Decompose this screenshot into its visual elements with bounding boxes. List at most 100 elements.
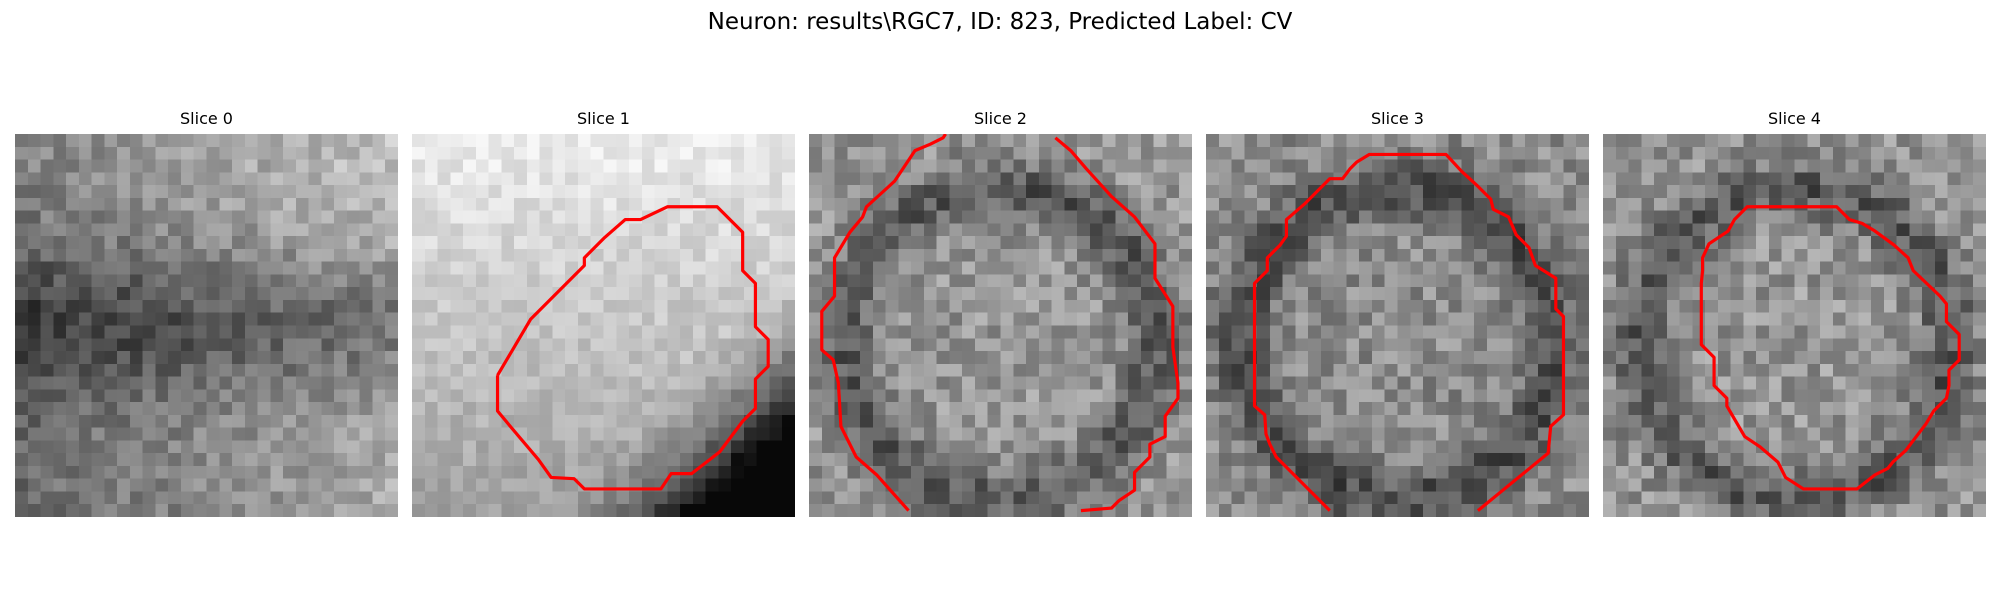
image-pixel	[1550, 453, 1564, 467]
image-pixel	[1089, 414, 1103, 428]
image-pixel	[1397, 210, 1411, 224]
image-pixel	[987, 376, 1001, 390]
image-pixel	[1115, 287, 1129, 301]
image-pixel	[450, 274, 464, 288]
image-pixel	[257, 248, 271, 262]
image-pixel	[911, 389, 925, 403]
image-pixel	[1858, 325, 1872, 339]
image-pixel	[1576, 312, 1589, 326]
image-pixel	[1206, 223, 1220, 237]
image-pixel	[1705, 478, 1719, 492]
image-pixel	[987, 210, 1001, 224]
image-pixel	[590, 248, 604, 262]
image-pixel	[1371, 363, 1385, 377]
image-pixel	[1051, 402, 1065, 416]
image-pixel	[1308, 172, 1322, 186]
image-pixel	[1692, 402, 1706, 416]
image-pixel	[1282, 134, 1296, 148]
image-pixel	[117, 325, 131, 339]
image-pixel	[1628, 478, 1642, 492]
image-pixel	[180, 363, 194, 377]
image-pixel	[359, 159, 373, 173]
image-pixel	[155, 261, 169, 275]
image-pixel	[117, 478, 131, 492]
image-pixel	[66, 491, 80, 505]
image-pixel	[359, 299, 373, 313]
image-pixel	[1384, 134, 1398, 148]
image-pixel	[731, 223, 745, 237]
image-pixel	[731, 159, 745, 173]
image-pixel	[949, 248, 963, 262]
image-pixel	[232, 287, 246, 301]
image-pixel	[1051, 248, 1065, 262]
image-pixel	[53, 223, 67, 237]
image-pixel	[295, 210, 309, 224]
image-pixel	[1474, 376, 1488, 390]
image-pixel	[1166, 223, 1180, 237]
image-pixel	[1435, 274, 1449, 288]
image-pixel	[129, 504, 143, 517]
image-pixel	[1641, 504, 1655, 517]
image-pixel	[1423, 478, 1437, 492]
image-pixel	[168, 440, 182, 454]
image-pixel	[847, 414, 861, 428]
image-pixel	[629, 287, 643, 301]
image-pixel	[782, 146, 795, 160]
image-pixel	[1909, 134, 1923, 148]
image-pixel	[1320, 478, 1334, 492]
image-pixel	[1026, 287, 1040, 301]
image-pixel	[539, 261, 553, 275]
image-pixel	[860, 312, 874, 326]
image-pixel	[15, 389, 29, 403]
image-pixel	[78, 363, 92, 377]
image-pixel	[1448, 491, 1462, 505]
image-pixel	[1934, 465, 1948, 479]
image-pixel	[1679, 134, 1693, 148]
image-pixel	[424, 325, 438, 339]
image-pixel	[1512, 312, 1526, 326]
image-pixel	[654, 261, 668, 275]
image-pixel	[15, 453, 29, 467]
image-pixel	[78, 414, 92, 428]
image-pixel	[1115, 338, 1129, 352]
image-pixel	[1128, 504, 1142, 517]
image-pixel	[1525, 172, 1539, 186]
image-pixel	[1550, 478, 1564, 492]
image-pixel	[180, 172, 194, 186]
image-pixel	[359, 236, 373, 250]
image-pixel	[1871, 159, 1885, 173]
image-pixel	[1474, 351, 1488, 365]
image-pixel	[1768, 414, 1782, 428]
image-pixel	[155, 478, 169, 492]
image-pixel	[1960, 504, 1974, 517]
image-pixel	[705, 236, 719, 250]
image-pixel	[1359, 504, 1373, 517]
image-pixel	[769, 465, 783, 479]
image-pixel	[821, 261, 835, 275]
image-pixel	[1896, 274, 1910, 288]
image-pixel	[168, 299, 182, 313]
image-pixel	[66, 248, 80, 262]
image-pixel	[1461, 491, 1475, 505]
image-pixel	[1359, 453, 1373, 467]
image-pixel	[40, 146, 54, 160]
image-pixel	[1807, 440, 1821, 454]
image-pixel	[911, 491, 925, 505]
image-pixel	[577, 210, 591, 224]
image-pixel	[1320, 351, 1334, 365]
image-pixel	[834, 210, 848, 224]
image-pixel	[1410, 261, 1424, 275]
image-pixel	[514, 146, 528, 160]
image-pixel	[974, 236, 988, 250]
image-pixel	[1858, 159, 1872, 173]
image-pixel	[860, 414, 874, 428]
image-pixel	[244, 159, 258, 173]
image-pixel	[1692, 453, 1706, 467]
image-pixel	[1909, 325, 1923, 339]
image-pixel	[526, 210, 540, 224]
image-pixel	[1077, 491, 1091, 505]
image-pixel	[539, 236, 553, 250]
image-pixel	[91, 146, 105, 160]
image-pixel	[1628, 159, 1642, 173]
image-pixel	[1206, 185, 1220, 199]
